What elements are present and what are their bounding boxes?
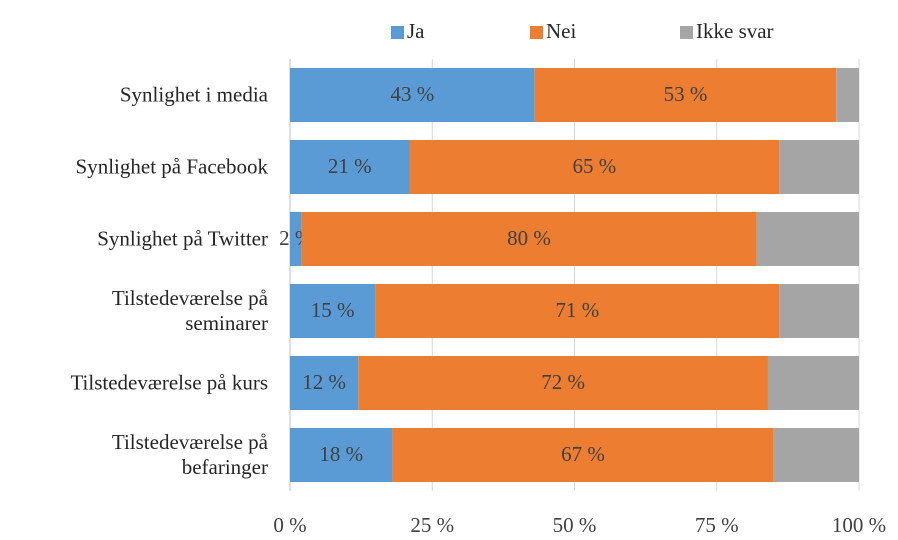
- x-tick-label: 75 %: [695, 513, 739, 537]
- bar-segment: [779, 140, 859, 194]
- y-tick-label: Tilstedeværelse på befaringer: [111, 430, 268, 479]
- bar-segment: [756, 212, 859, 266]
- bar-segment: [301, 212, 757, 266]
- y-tick-label: Tilstedeværelse på seminarer: [111, 286, 268, 335]
- x-tick-label: 100 %: [832, 513, 886, 537]
- data-label: 53 %: [664, 82, 708, 106]
- bar-segment: [409, 140, 780, 194]
- x-tick-label: 50 %: [553, 513, 597, 537]
- bar-segment: [392, 428, 774, 482]
- data-label: 43 %: [390, 82, 434, 106]
- legend-label: Ja: [407, 19, 425, 43]
- legend-swatch: [530, 26, 543, 39]
- data-label: 80 %: [507, 226, 551, 250]
- bar-segment: [290, 212, 302, 266]
- data-label: 67 %: [561, 442, 605, 466]
- y-tick-label: Tilstedeværelse på kurs: [70, 370, 268, 395]
- data-label: 12 %: [302, 370, 346, 394]
- data-label: 15 %: [311, 298, 355, 322]
- y-tick-label: Synlighet på Twitter: [97, 226, 268, 251]
- bar-segment: [290, 356, 359, 410]
- x-tick-label: 0 %: [273, 513, 306, 537]
- bar-segment: [767, 356, 859, 410]
- bar-segment: [375, 284, 780, 338]
- bar-segment: [290, 428, 393, 482]
- legend-label: Nei: [546, 19, 576, 43]
- legend-label: Ikke svar: [696, 19, 774, 43]
- bar-segment: [290, 68, 535, 122]
- legend-swatch: [391, 26, 404, 39]
- data-label: 65 %: [573, 154, 617, 178]
- data-label: 21 %: [328, 154, 372, 178]
- bar-segment: [779, 284, 859, 338]
- bar-segment: [290, 284, 376, 338]
- bar-segment: [773, 428, 859, 482]
- data-label: 71 %: [555, 298, 599, 322]
- bar-segment: [534, 68, 837, 122]
- data-label: 18 %: [319, 442, 363, 466]
- legend-swatch: [680, 26, 693, 39]
- x-tick-label: 25 %: [410, 513, 454, 537]
- y-tick-label: Synlighet på Facebook: [75, 154, 268, 179]
- bar-segment: [358, 356, 768, 410]
- bar-segment: [290, 140, 410, 194]
- y-tick-label: Synlighet i media: [119, 82, 268, 107]
- bar-segment: [836, 68, 859, 122]
- data-label: 72 %: [541, 370, 585, 394]
